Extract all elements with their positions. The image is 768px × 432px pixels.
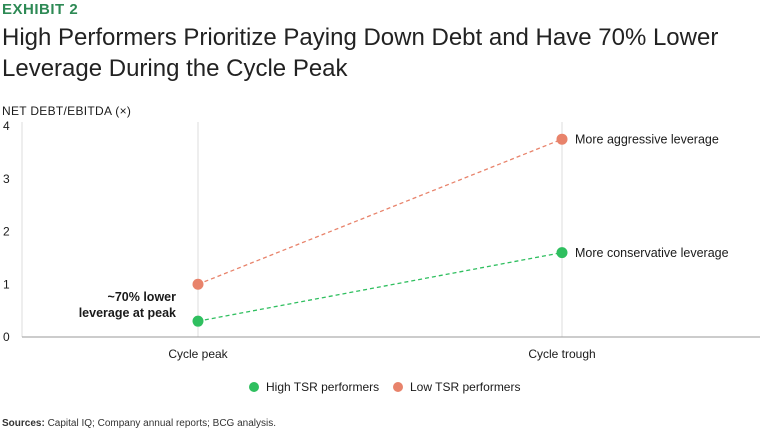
data-point xyxy=(556,133,568,145)
y-tick-label: 0 xyxy=(3,330,10,344)
y-tick-label: 2 xyxy=(3,225,10,239)
x-tick-label: Cycle peak xyxy=(168,347,228,361)
source-note: Sources: Capital IQ; Company annual repo… xyxy=(2,418,276,429)
source-text: Capital IQ; Company annual reports; BCG … xyxy=(47,418,277,429)
x-tick-label: Cycle trough xyxy=(528,347,595,361)
series-end-label: More conservative leverage xyxy=(575,246,729,260)
series-line xyxy=(197,251,563,322)
data-point xyxy=(556,247,568,259)
legend-label: Low TSR performers xyxy=(410,380,520,394)
annotation-text: leverage at peak xyxy=(79,306,176,320)
series-end-label: More aggressive leverage xyxy=(575,133,719,147)
data-point xyxy=(192,315,204,327)
y-tick-label: 4 xyxy=(3,119,10,133)
y-axis-label: NET DEBT/EBITDA (×) xyxy=(2,104,132,118)
y-tick-label: 1 xyxy=(3,277,10,291)
legend-swatch xyxy=(249,382,259,392)
legend-swatch xyxy=(393,382,403,392)
series-line xyxy=(197,138,563,285)
chart-title: High Performers Prioritize Paying Down D… xyxy=(2,24,719,82)
legend-label: High TSR performers xyxy=(266,380,379,394)
exhibit-label: EXHIBIT 2 xyxy=(2,1,79,18)
source-label: Sources: xyxy=(2,418,45,429)
data-point xyxy=(192,278,204,290)
annotation-text: ~70% lower xyxy=(108,290,177,304)
y-tick-label: 3 xyxy=(3,172,10,186)
